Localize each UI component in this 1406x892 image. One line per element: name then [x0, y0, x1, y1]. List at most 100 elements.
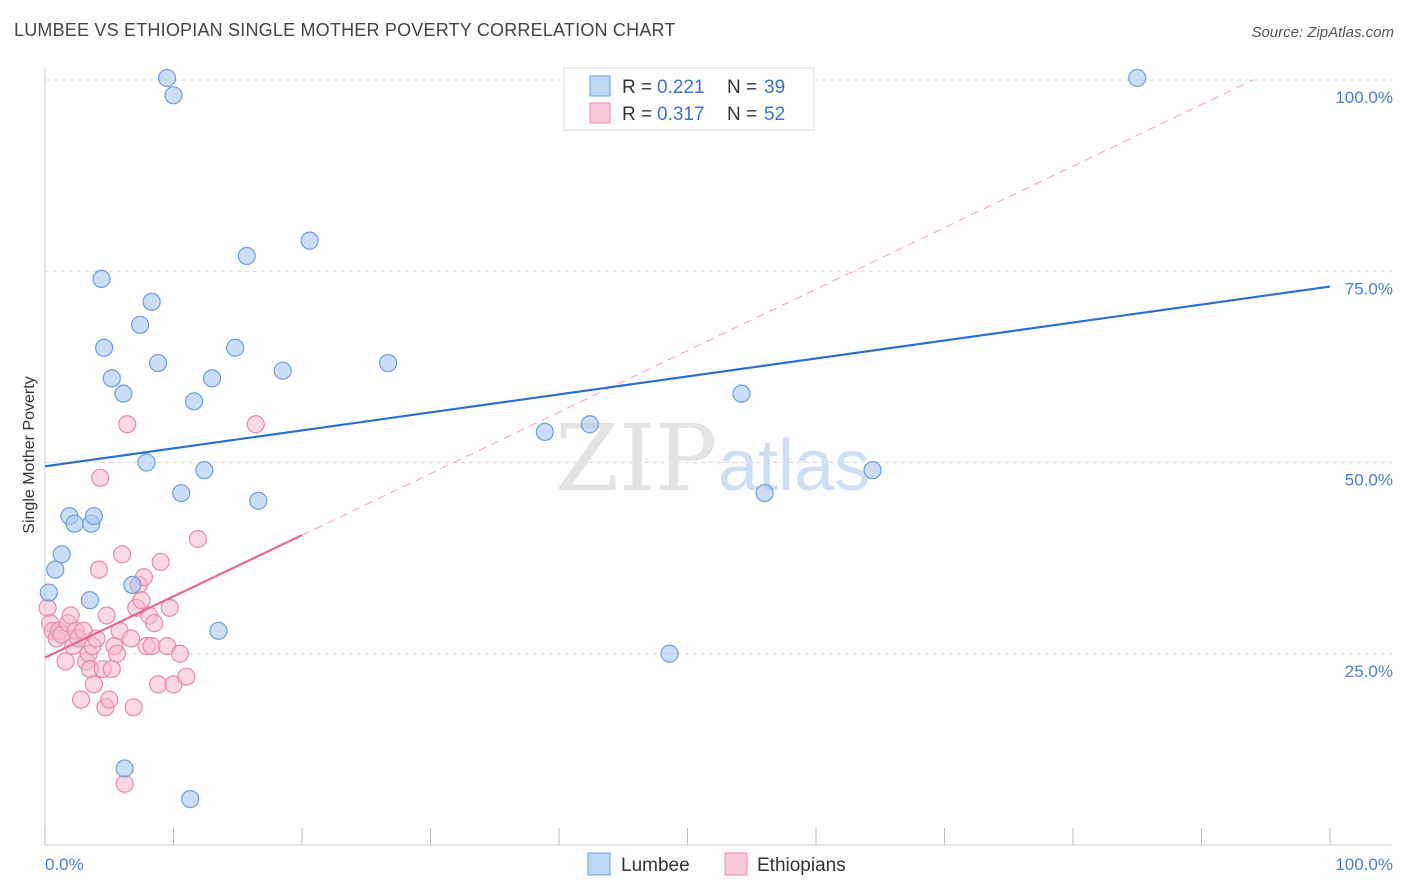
lumbee-point [148, 353, 168, 373]
legend-lumbee-r-label: R = [622, 77, 652, 98]
lumbee-point [237, 246, 256, 266]
chart-title: LUMBEE VS ETHIOPIAN SINGLE MOTHER POVERT… [14, 20, 676, 40]
y-tick-label: 75.0% [1345, 279, 1393, 298]
ethiopian-point [107, 644, 127, 663]
lumbee-point [300, 231, 319, 250]
bottom-legend-swatch-lumbee [587, 852, 611, 876]
ethiopian-point [112, 545, 132, 564]
ethiopian-point [89, 560, 109, 579]
ethiopian-point [115, 774, 134, 793]
watermark-zip: ZIP [555, 405, 717, 512]
bottom-legend: Lumbee Ethiopians [587, 852, 846, 876]
ethiopian-point [188, 529, 208, 549]
gridlines [45, 79, 1392, 655]
lumbee-point [102, 369, 121, 388]
lumbee-trendline [44, 285, 1331, 468]
ethiopian-point [145, 614, 164, 633]
ethiopian-point [38, 598, 57, 617]
legend-lumbee-n-label: N = [727, 77, 757, 98]
lumbee-point [46, 560, 65, 579]
lumbee-point [92, 269, 111, 288]
lumbee-point [172, 484, 191, 503]
y-tick-label: 25.0% [1345, 662, 1393, 681]
lumbee-point [226, 338, 245, 357]
ethiopian-trendline-extension [301, 79, 1254, 536]
lumbee-point [80, 591, 100, 610]
ethiopian-point [91, 468, 110, 487]
ethiopian-point [97, 606, 116, 625]
trendlines [301, 79, 1254, 536]
legend: R = 0.221 N = 39 R = 0.317 N = 52 [563, 67, 815, 131]
ethiopian-point [121, 629, 141, 648]
ethiopian-point [132, 591, 151, 610]
lumbee-point [52, 545, 71, 564]
lumbee-point [732, 384, 751, 403]
x-tick-label: 100.0% [1335, 855, 1393, 874]
ethiopian-point [142, 636, 161, 656]
lumbee-point [863, 461, 882, 480]
lumbee-point [209, 621, 228, 640]
lumbee-point [535, 422, 554, 441]
lumbee-point [39, 583, 58, 602]
ethiopian-point [124, 698, 143, 717]
lumbee-point [195, 461, 214, 480]
lumbee-point [1128, 68, 1147, 88]
x-tick-label: 0.0% [45, 855, 84, 874]
legend-lumbee-r-value: 0.221 [657, 77, 705, 98]
y-tick-label: 100.0% [1335, 88, 1393, 107]
lumbee-point [157, 68, 177, 88]
lumbee-point [114, 384, 133, 403]
y-tick-labels: 25.0% 50.0% 75.0% 100.0% [1335, 88, 1393, 681]
ethiopian-point [170, 644, 190, 663]
ethiopian-point [71, 690, 91, 709]
bottom-legend-swatch-ethiopian [724, 852, 748, 876]
lumbee-point [181, 789, 200, 809]
y-axis-label: Single Mother Poverty [21, 376, 38, 533]
lumbee-point [184, 392, 204, 411]
y-tick-label: 50.0% [1345, 471, 1393, 490]
lumbee-point [202, 369, 222, 388]
watermark: ZIP atlas [555, 405, 870, 512]
ethiopian-point [102, 659, 121, 679]
legend-lumbee-n-value: 39 [764, 77, 785, 98]
lumbee-point [115, 759, 134, 778]
legend-ethiopian-r-value: 0.317 [657, 104, 705, 125]
lumbee-point [137, 453, 156, 472]
source-label: Source: ZipAtlas.com [1251, 24, 1394, 41]
legend-ethiopian-n-label: N = [727, 104, 757, 125]
ethiopian-point [118, 415, 137, 434]
x-tick-labels: 0.0% 100.0% [45, 855, 1393, 874]
legend-ethiopian-r-label: R = [622, 104, 652, 125]
data-points [38, 68, 1331, 809]
ethiopian-trendline [44, 534, 303, 659]
ethiopian-point [246, 415, 265, 434]
ethiopian-point [148, 675, 168, 694]
ethiopian-point [61, 606, 80, 625]
axes [44, 68, 1392, 846]
lumbee-point [580, 415, 599, 434]
lumbee-point [65, 514, 84, 533]
ethiopian-point [100, 690, 119, 709]
lumbee-point [249, 491, 268, 510]
ethiopian-point [177, 667, 196, 686]
legend-swatch-lumbee [589, 75, 611, 97]
lumbee-point [755, 484, 774, 503]
ethiopian-point [84, 675, 103, 694]
bottom-legend-ethiopian: Ethiopians [757, 855, 846, 876]
lumbee-point [130, 315, 150, 334]
lumbee-point [84, 506, 103, 526]
lumbee-point [123, 575, 142, 595]
ethiopian-point [56, 652, 75, 671]
lumbee-point [164, 86, 183, 105]
watermark-atlas: atlas [718, 426, 870, 506]
lumbee-point [273, 361, 292, 380]
lumbee-point [660, 644, 679, 663]
lumbee-point [378, 353, 398, 373]
ethiopian-point [151, 552, 170, 572]
legend-swatch-ethiopian [589, 102, 611, 124]
bottom-legend-lumbee: Lumbee [621, 855, 690, 876]
legend-ethiopian-n-value: 52 [764, 104, 785, 125]
lumbee-point [142, 292, 161, 311]
lumbee-point [95, 338, 114, 357]
